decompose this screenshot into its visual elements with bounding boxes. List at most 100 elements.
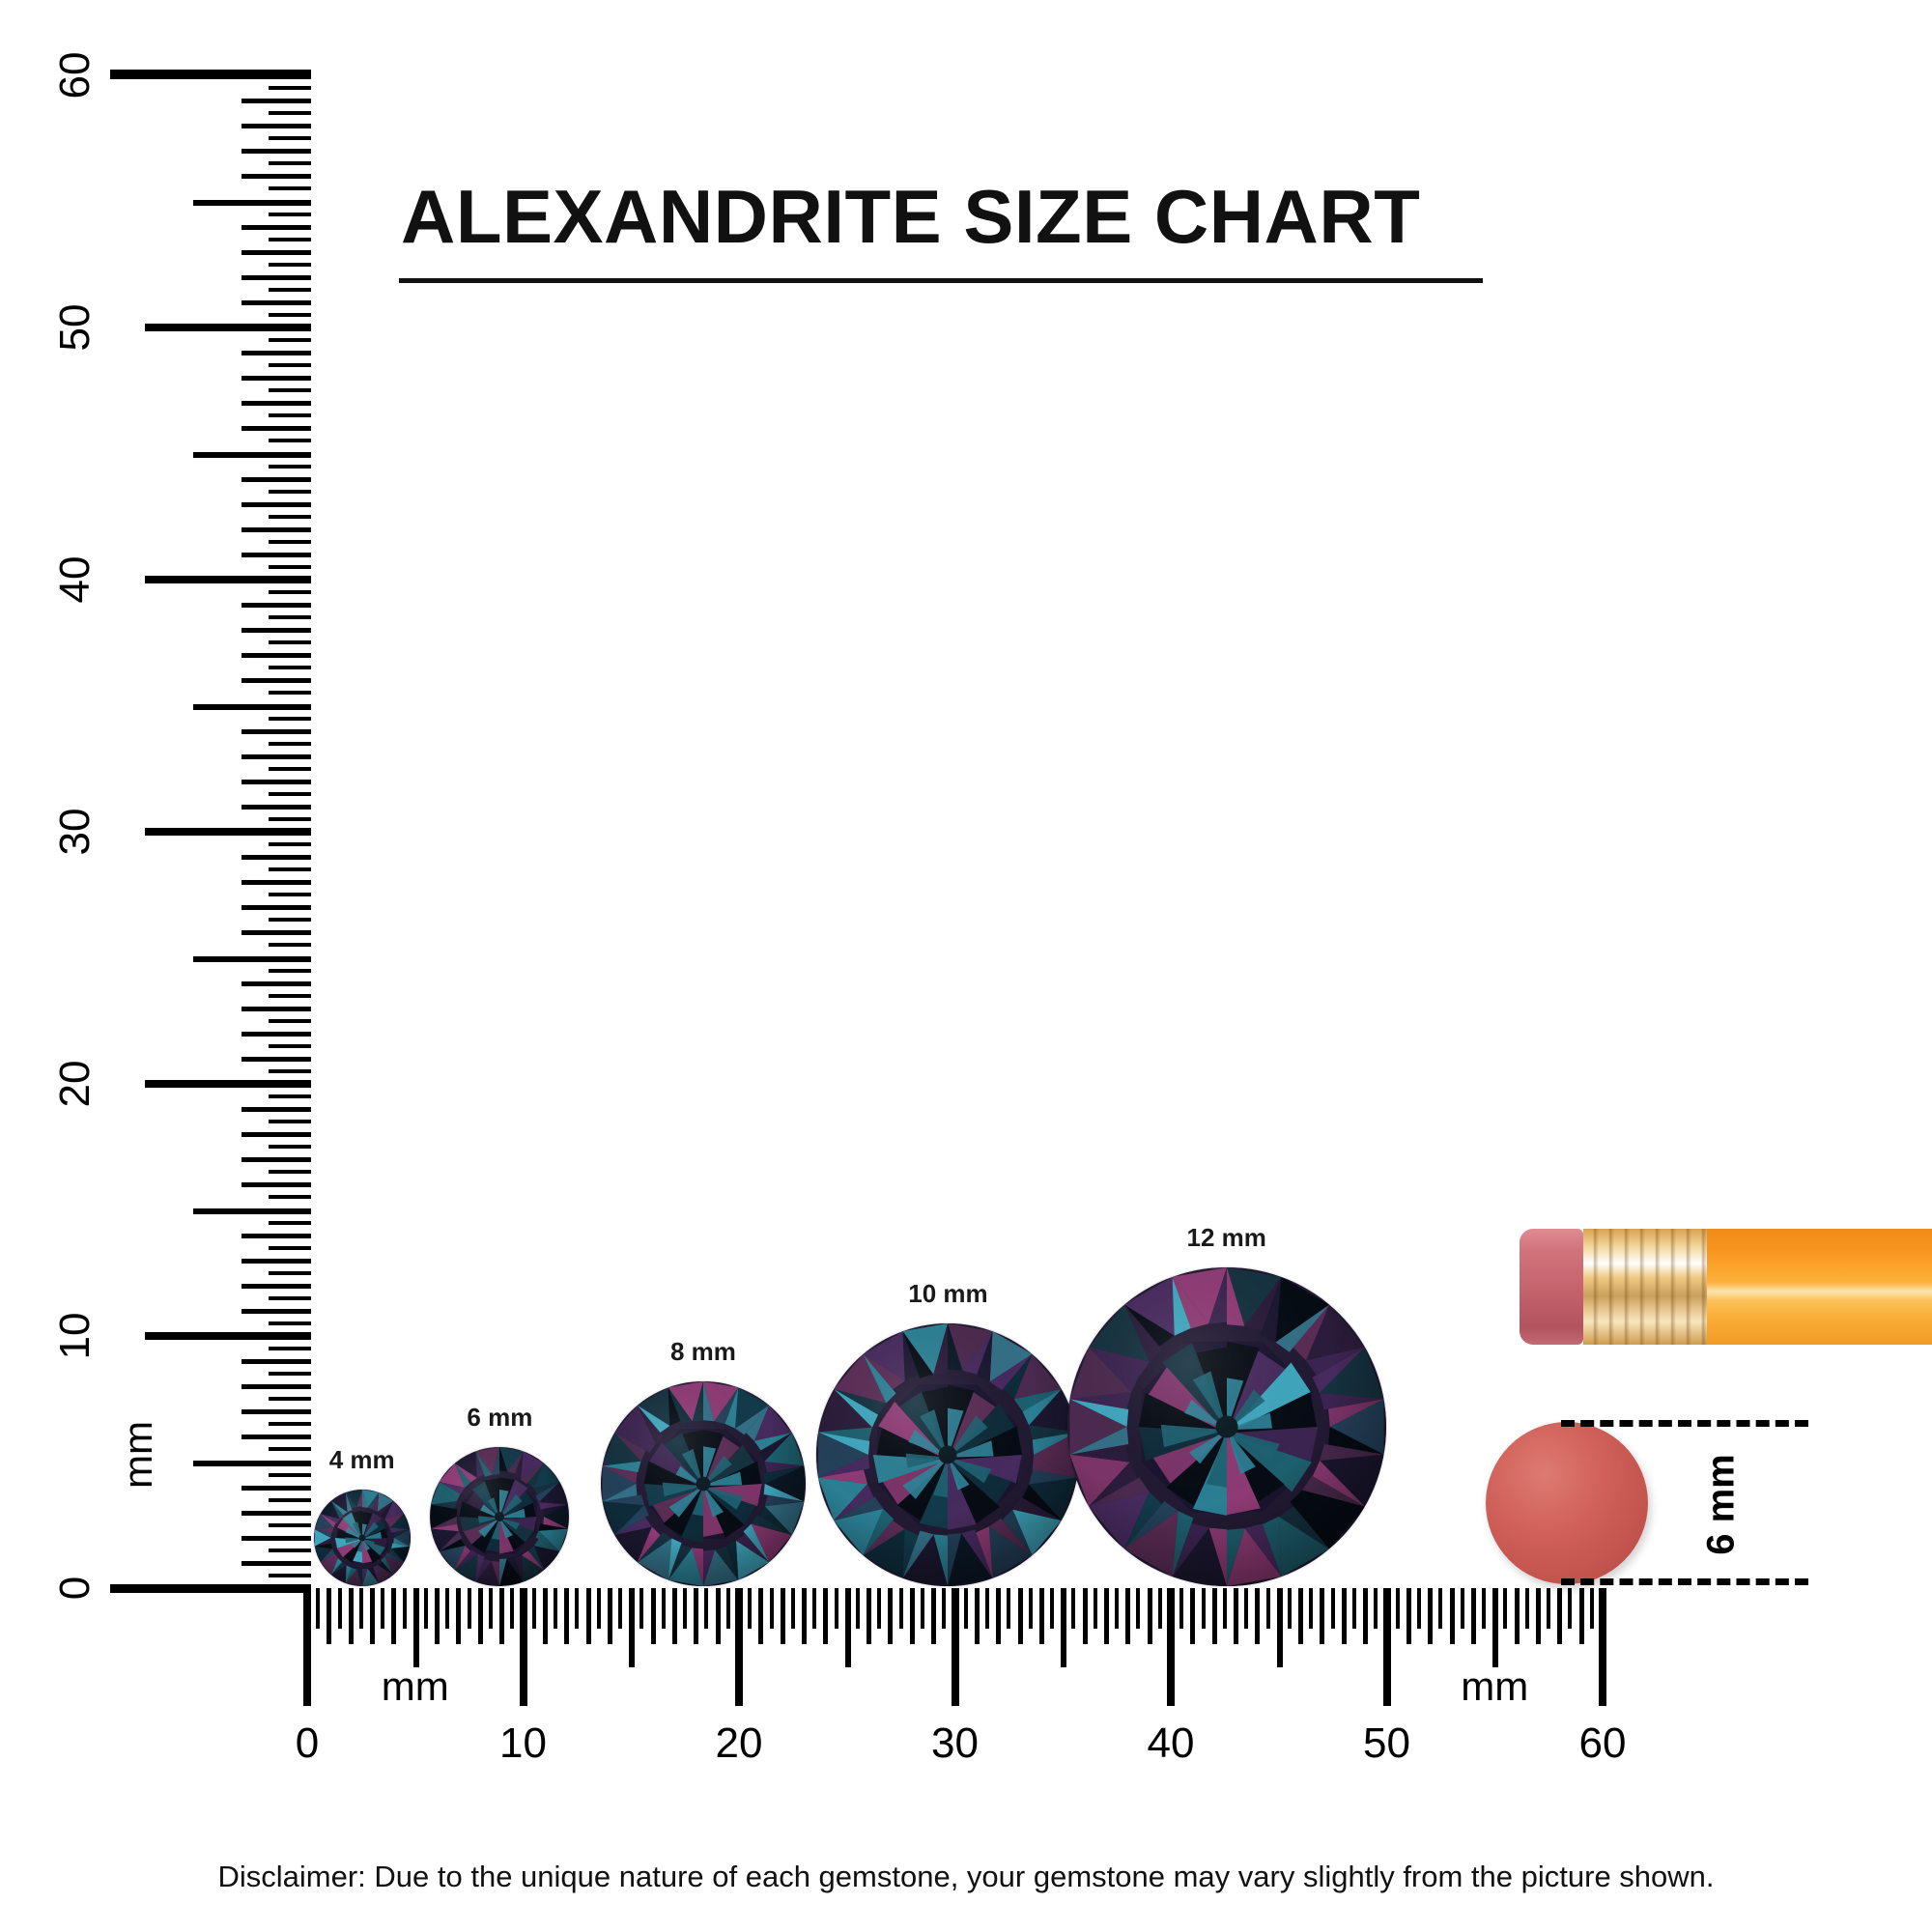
- horizontal-tick-small: [1125, 1588, 1131, 1644]
- horizontal-tick-small: [1211, 1588, 1217, 1644]
- vertical-tick-tiny: [269, 363, 311, 368]
- vertical-tick-tiny: [269, 1321, 311, 1325]
- vertical-tick-small: [242, 124, 311, 129]
- vertical-tick-tiny: [269, 816, 311, 821]
- vertical-tick-small: [242, 1384, 311, 1390]
- gemstone-item: 10 mm: [816, 1279, 1080, 1586]
- vertical-tick-small: [242, 274, 311, 280]
- gemstone-item: 8 mm: [600, 1337, 806, 1586]
- vertical-tick-tiny: [269, 186, 311, 191]
- horizontal-tick-small: [1470, 1588, 1476, 1644]
- horizontal-tick-tiny: [834, 1588, 838, 1629]
- vertical-tick-tiny: [269, 993, 311, 998]
- horizontal-tick-tiny: [1524, 1588, 1529, 1629]
- vertical-tick-small: [242, 1031, 311, 1037]
- vertical-tick-small: [242, 1359, 311, 1365]
- horizontal-tick-label: 20: [715, 1719, 763, 1767]
- horizontal-tick-small: [715, 1588, 721, 1644]
- vertical-ruler: 0 10 20 30 40 50 60 mm: [0, 0, 328, 1642]
- vertical-tick-small: [242, 1107, 311, 1113]
- vertical-tick-small: [242, 351, 311, 356]
- vertical-tick-mid: [193, 703, 311, 710]
- vertical-tick-small: [242, 905, 311, 911]
- horizontal-tick-major: [303, 1588, 311, 1706]
- vertical-tick-tiny: [269, 1573, 311, 1577]
- horizontal-tick-tiny: [1395, 1588, 1400, 1629]
- vertical-tick-small: [242, 1157, 311, 1163]
- vertical-tick-tiny: [269, 893, 311, 897]
- vertical-tick-major: [145, 1080, 311, 1088]
- horizontal-tick-tiny: [942, 1588, 947, 1629]
- horizontal-tick-tiny: [1222, 1588, 1227, 1629]
- horizontal-tick-mid: [412, 1588, 419, 1667]
- vertical-tick-tiny: [269, 1018, 311, 1023]
- vertical-tick-small: [242, 552, 311, 557]
- horizontal-tick-small: [585, 1588, 591, 1644]
- vertical-tick-tiny: [269, 464, 311, 469]
- horizontal-tick-small: [1190, 1588, 1196, 1644]
- vertical-tick-small: [242, 728, 311, 734]
- horizontal-tick-tiny: [748, 1588, 753, 1629]
- horizontal-tick-small: [1341, 1588, 1347, 1644]
- horizontal-tick-small: [327, 1588, 332, 1644]
- horizontal-tick-mid: [1492, 1588, 1499, 1667]
- vertical-tick-major: [145, 1332, 311, 1340]
- vertical-tick-tiny: [269, 741, 311, 746]
- vertical-tick-tiny: [269, 1220, 311, 1225]
- horizontal-tick-small: [802, 1588, 808, 1644]
- vertical-tick-tiny: [269, 514, 311, 519]
- gemstone-size-label: 12 mm: [1186, 1223, 1266, 1252]
- vertical-tick-small: [242, 249, 311, 255]
- horizontal-tick-small: [1449, 1588, 1455, 1644]
- horizontal-tick-tiny: [1201, 1588, 1206, 1629]
- horizontal-tick-tiny: [1071, 1588, 1076, 1629]
- horizontal-tick-small: [1406, 1588, 1411, 1644]
- horizontal-tick-major: [735, 1588, 743, 1706]
- vertical-tick-small: [242, 804, 311, 810]
- horizontal-tick-tiny: [1330, 1588, 1335, 1629]
- vertical-tick-small: [242, 1308, 311, 1314]
- vertical-tick-tiny: [269, 842, 311, 847]
- vertical-tick-small: [242, 1182, 311, 1188]
- horizontal-tick-tiny: [316, 1588, 321, 1629]
- horizontal-tick-tiny: [920, 1588, 924, 1629]
- vertical-tick-tiny: [269, 1094, 311, 1099]
- vertical-tick-label: 20: [51, 1060, 99, 1108]
- vertical-tick-small: [242, 980, 311, 986]
- vertical-tick-small: [242, 376, 311, 382]
- vertical-tick-small: [242, 1560, 311, 1566]
- vertical-tick-small: [242, 1233, 311, 1238]
- gemstone-size-label: 6 mm: [467, 1403, 533, 1432]
- vertical-tick-tiny: [269, 968, 311, 973]
- horizontal-tick-tiny: [877, 1588, 882, 1629]
- vertical-tick-small: [242, 1132, 311, 1138]
- horizontal-tick-tiny: [1460, 1588, 1464, 1629]
- horizontal-tick-tiny: [1374, 1588, 1378, 1629]
- title-underline: [399, 278, 1483, 283]
- horizontal-tick-tiny: [855, 1588, 860, 1629]
- vertical-tick-tiny: [269, 161, 311, 166]
- vertical-tick-small: [242, 501, 311, 507]
- horizontal-tick-tiny: [1007, 1588, 1011, 1629]
- horizontal-tick-tiny: [531, 1588, 536, 1629]
- horizontal-tick-small: [1578, 1588, 1584, 1644]
- horizontal-tick-tiny: [596, 1588, 601, 1629]
- horizontal-tick-mid: [1061, 1588, 1067, 1667]
- horizontal-tick-tiny: [898, 1588, 903, 1629]
- vertical-tick-tiny: [269, 918, 311, 923]
- horizontal-tick-tiny: [790, 1588, 795, 1629]
- vertical-tick-small: [242, 753, 311, 759]
- horizontal-tick-label: 60: [1578, 1719, 1627, 1767]
- vertical-tick-tiny: [269, 262, 311, 267]
- horizontal-tick-tiny: [639, 1588, 644, 1629]
- vertical-tick-label: 50: [51, 303, 99, 352]
- vertical-tick-tiny: [269, 1170, 311, 1175]
- horizontal-tick-small: [1514, 1588, 1520, 1644]
- vertical-tick-tiny: [269, 1068, 311, 1073]
- gemstone-round-alexandrite: [430, 1447, 570, 1586]
- horizontal-tick-small: [456, 1588, 462, 1644]
- vertical-tick-small: [242, 149, 311, 155]
- horizontal-tick-major: [1382, 1588, 1391, 1706]
- horizontal-tick-tiny: [1503, 1588, 1508, 1629]
- horizontal-tick-label: 0: [295, 1719, 320, 1767]
